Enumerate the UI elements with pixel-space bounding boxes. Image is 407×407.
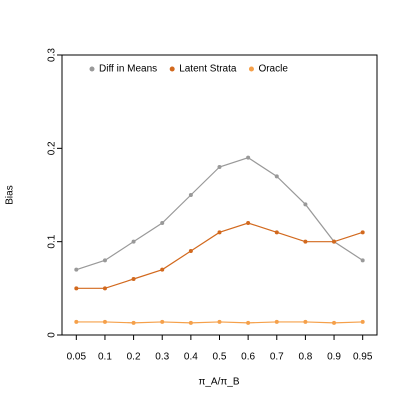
y-tick-label: 0.3 bbox=[47, 48, 58, 62]
legend-label: Diff in Means bbox=[99, 64, 157, 75]
point bbox=[217, 165, 222, 169]
y-tick-label: 0 bbox=[47, 332, 58, 338]
point bbox=[360, 258, 365, 263]
x-tick-label: 0.8 bbox=[298, 352, 312, 363]
legend-marker bbox=[169, 66, 175, 72]
point bbox=[360, 319, 365, 324]
point bbox=[131, 320, 136, 325]
point bbox=[360, 230, 365, 235]
point bbox=[74, 319, 79, 324]
x-tick-label: 0.6 bbox=[241, 352, 255, 363]
point bbox=[246, 221, 251, 225]
point bbox=[160, 267, 165, 272]
point bbox=[131, 277, 136, 281]
point bbox=[102, 319, 107, 324]
point bbox=[274, 319, 279, 324]
x-tick-label: 0.2 bbox=[127, 352, 141, 363]
x-tick-label: 0.7 bbox=[270, 352, 284, 363]
point bbox=[303, 319, 308, 324]
legend-label: Latent Strata bbox=[179, 64, 237, 75]
point bbox=[303, 202, 308, 207]
point bbox=[274, 230, 279, 235]
x-tick-label: 0.3 bbox=[155, 352, 169, 363]
legend-marker bbox=[89, 66, 95, 72]
point bbox=[246, 320, 251, 325]
x-tick-label: 0.05 bbox=[67, 352, 87, 363]
point bbox=[74, 286, 79, 291]
point bbox=[303, 239, 308, 244]
series-line bbox=[76, 157, 364, 271]
x-axis-label: π_A/π_B bbox=[198, 377, 239, 388]
point bbox=[102, 286, 107, 291]
x-tick-label: 0.95 bbox=[353, 352, 373, 363]
x-tick-label: 0.1 bbox=[98, 352, 112, 363]
point bbox=[217, 230, 222, 235]
point bbox=[160, 319, 165, 324]
y-axis-label: Bias bbox=[5, 185, 16, 204]
y-tick-label: 0.2 bbox=[47, 141, 58, 155]
x-tick-label: 0.4 bbox=[184, 352, 198, 363]
point bbox=[102, 258, 107, 263]
point bbox=[188, 320, 193, 325]
x-tick-label: 0.9 bbox=[327, 352, 341, 363]
point bbox=[188, 249, 193, 253]
legend-label: Oracle bbox=[258, 64, 288, 75]
point bbox=[131, 239, 136, 244]
point bbox=[332, 239, 337, 244]
point bbox=[74, 267, 79, 272]
point bbox=[160, 221, 165, 225]
y-tick-label: 0.1 bbox=[47, 234, 58, 248]
point bbox=[217, 319, 222, 324]
plot-frame bbox=[61, 54, 378, 336]
point bbox=[188, 193, 193, 197]
x-tick-label: 0.5 bbox=[213, 352, 227, 363]
point bbox=[274, 174, 279, 179]
legend-marker bbox=[248, 66, 254, 72]
point bbox=[332, 320, 337, 325]
point bbox=[246, 155, 251, 160]
